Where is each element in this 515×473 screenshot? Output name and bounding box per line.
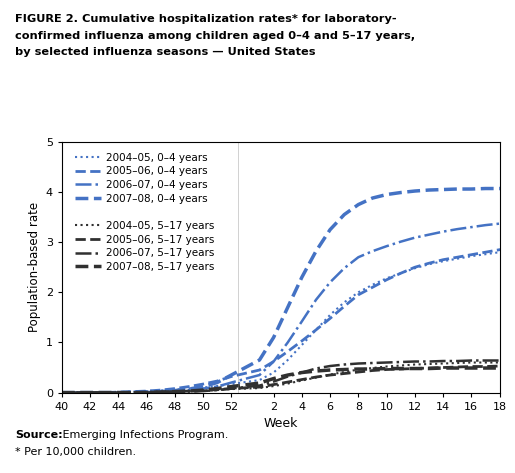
Text: Source:: Source:	[15, 430, 63, 440]
Text: Emerging Infections Program.: Emerging Infections Program.	[59, 430, 229, 440]
Text: by selected influenza seasons — United States: by selected influenza seasons — United S…	[15, 47, 316, 57]
Y-axis label: Population-based rate: Population-based rate	[28, 202, 42, 333]
Legend: 2004–05, 0–4 years, 2005–06, 0–4 years, 2006–07, 0–4 years, 2007–08, 0–4 years, : 2004–05, 0–4 years, 2005–06, 0–4 years, …	[72, 149, 217, 275]
Text: confirmed influenza among children aged 0–4 and 5–17 years,: confirmed influenza among children aged …	[15, 31, 416, 41]
Text: FIGURE 2. Cumulative hospitalization rates* for laboratory-: FIGURE 2. Cumulative hospitalization rat…	[15, 14, 397, 24]
Text: * Per 10,000 children.: * Per 10,000 children.	[15, 447, 136, 457]
X-axis label: Week: Week	[264, 417, 298, 430]
